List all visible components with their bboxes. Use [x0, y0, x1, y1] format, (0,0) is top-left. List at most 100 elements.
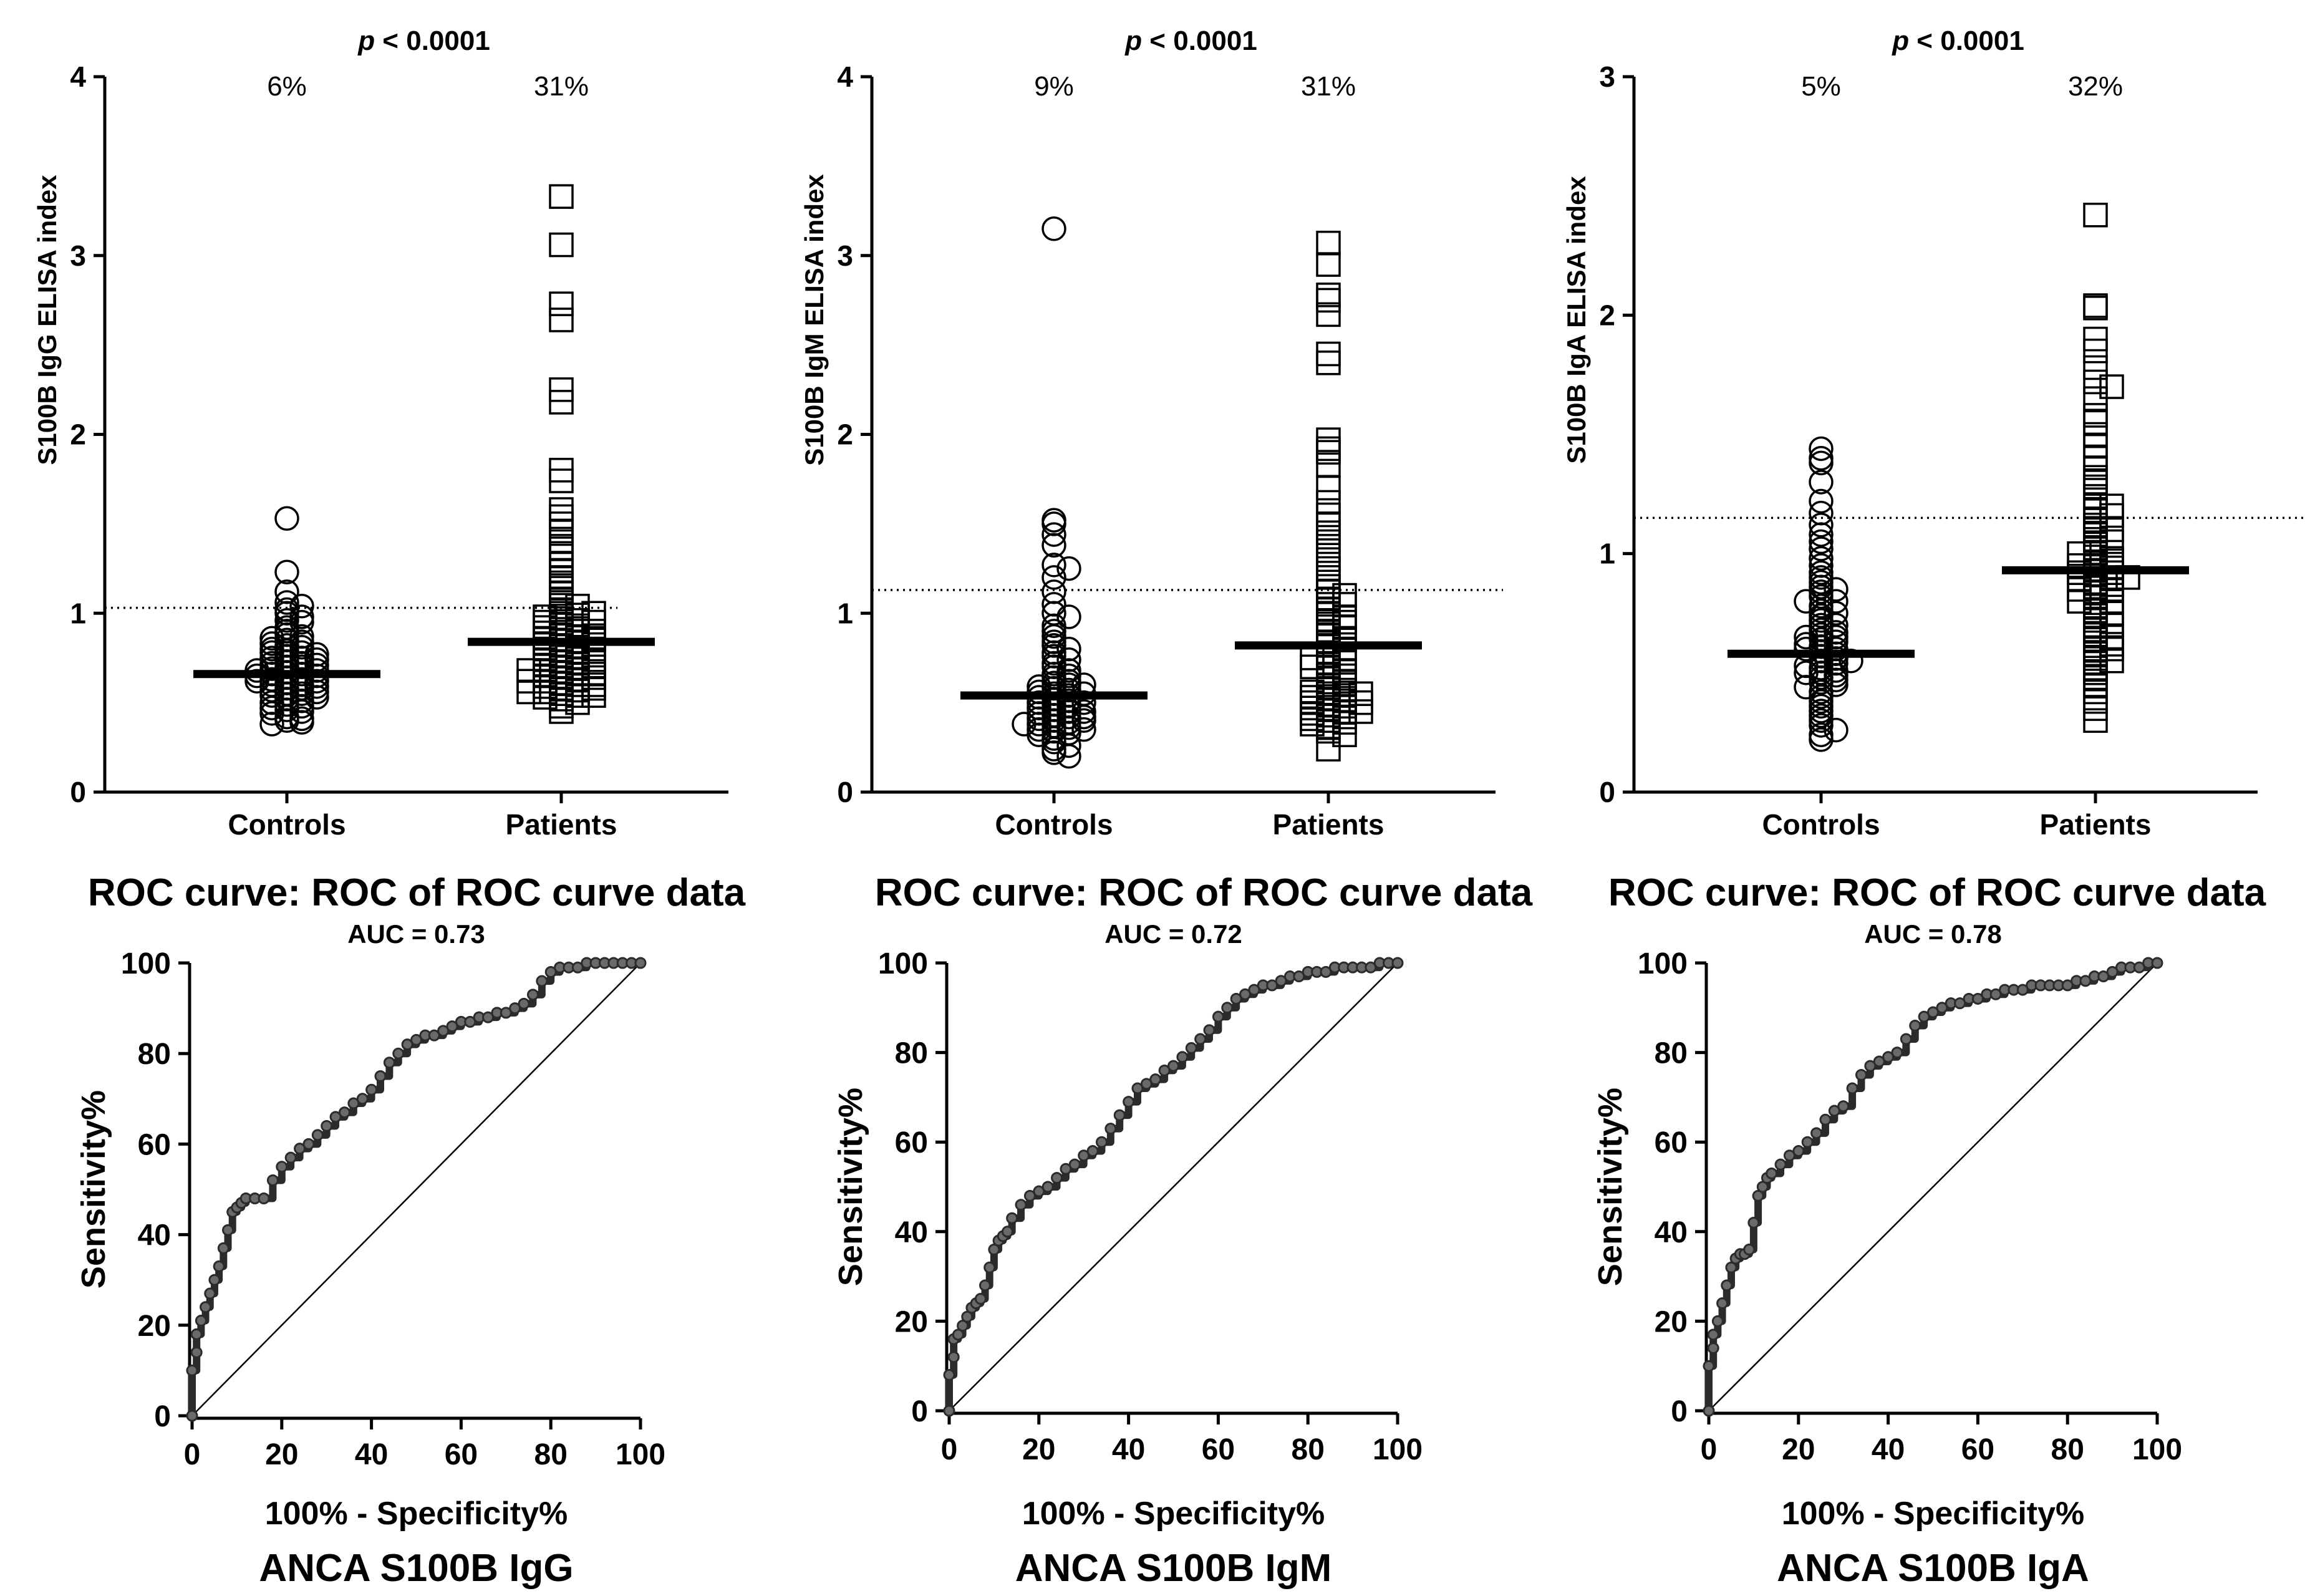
roc-point — [1113, 1109, 1126, 1121]
control-point — [1809, 470, 1834, 495]
roc-point — [1743, 1244, 1756, 1256]
roc-point — [634, 957, 647, 969]
roc-point — [1104, 1123, 1117, 1135]
roc-point — [2061, 979, 2074, 992]
roc-point — [1711, 1315, 1724, 1327]
x-tick-label: 0 — [941, 1433, 958, 1466]
x-tick-label: 80 — [534, 1438, 568, 1471]
roc-point — [500, 1007, 512, 1019]
patient-point — [1316, 475, 1341, 501]
roc-point — [1041, 1181, 1054, 1193]
control-point — [1809, 436, 1834, 462]
chart-caption: ANCA S100B IgA — [1777, 1547, 2089, 1590]
roc-point — [1212, 1010, 1224, 1023]
control-point — [304, 679, 329, 705]
patient-point — [549, 504, 574, 530]
roc-point — [446, 1020, 458, 1033]
roc-point — [1078, 1149, 1090, 1162]
patient-point — [1316, 252, 1341, 277]
patient-point — [1316, 440, 1341, 465]
roc-point — [2133, 961, 2145, 974]
control-point — [1041, 579, 1066, 604]
p-value-label: p < 0.0001 — [1124, 26, 1257, 56]
roc-point — [1001, 1226, 1013, 1238]
x-tick-label: 100 — [616, 1438, 665, 1471]
control-point — [1824, 672, 1848, 697]
reference-diagonal — [949, 962, 1398, 1411]
control-point — [274, 506, 299, 531]
control-point — [1824, 601, 1848, 626]
roc-point — [437, 1025, 450, 1037]
y-tick-label: 1 — [1599, 538, 1615, 570]
control-point — [1839, 648, 1863, 674]
x-tick-label: 20 — [1022, 1433, 1055, 1466]
control-point — [259, 631, 284, 656]
control-point — [1794, 636, 1819, 662]
roc-point — [1918, 1010, 1930, 1023]
control-point — [289, 634, 314, 660]
roc-point — [1095, 1136, 1108, 1148]
control-point — [1071, 717, 1096, 742]
patient-point — [1316, 230, 1341, 256]
roc-point — [284, 1151, 297, 1164]
roc-point — [1703, 1360, 1715, 1372]
control-point — [1809, 727, 1834, 752]
x-tick-label: 0 — [1701, 1433, 1718, 1466]
roc-point — [1900, 1033, 1912, 1045]
roc-point — [2079, 975, 2092, 987]
patient-point — [549, 291, 574, 316]
y-tick-label: 0 — [70, 776, 86, 808]
y-axis-label: S100B IgG ELISA index — [32, 175, 62, 465]
p-value-italic: p — [1124, 26, 1142, 56]
roc-point — [1203, 1024, 1215, 1037]
x-tick-label: 40 — [355, 1438, 388, 1471]
y-tick-label: 100 — [1638, 947, 1688, 980]
control-point — [1041, 565, 1066, 590]
control-point — [289, 710, 314, 735]
roc-title: ROC curve: ROC of ROC curve data — [1608, 871, 2266, 914]
roc-point — [276, 1161, 288, 1173]
control-point — [1041, 533, 1066, 558]
roc-point — [2097, 970, 2110, 983]
roc-point — [365, 1083, 378, 1096]
p-value-rest: < 0.0001 — [375, 26, 490, 56]
patient-point — [2083, 708, 2108, 733]
patient-point — [516, 679, 541, 705]
control-point — [1056, 556, 1081, 581]
control-point — [1041, 624, 1066, 649]
chart-caption: ANCA S100B IgG — [259, 1547, 573, 1590]
roc-point — [190, 1328, 203, 1340]
reference-diagonal — [191, 962, 641, 1416]
roc-point — [1131, 1082, 1144, 1095]
x-tick-label: 80 — [1292, 1433, 1325, 1466]
control-point — [1041, 613, 1066, 639]
roc-point — [482, 1011, 495, 1023]
control-point — [304, 669, 329, 694]
y-tick-label: 80 — [138, 1038, 171, 1071]
roc-point — [1248, 984, 1260, 996]
patient-point — [1316, 574, 1341, 599]
patient-point — [2083, 203, 2108, 228]
roc-point — [1167, 1060, 1179, 1072]
roc-point — [1086, 1145, 1099, 1158]
roc-point — [1707, 1328, 1719, 1341]
roc-point — [957, 1320, 969, 1332]
roc-point — [1855, 1069, 1867, 1081]
x-category-label: Patients — [1273, 808, 1385, 841]
patient-point — [549, 543, 574, 569]
patient-point — [1316, 341, 1341, 367]
patient-point — [2067, 589, 2092, 614]
roc-point — [338, 1106, 350, 1119]
roc-point — [1891, 1047, 1903, 1059]
x-tick-label: 60 — [1961, 1433, 1994, 1466]
x-category-label: Controls — [1762, 808, 1880, 841]
patient-point — [2099, 493, 2124, 518]
patient-point — [1332, 609, 1357, 635]
roc-point — [1703, 1405, 1715, 1417]
roc-point — [526, 989, 539, 1001]
patient-point — [549, 377, 574, 402]
x-tick-label: 40 — [1872, 1433, 1905, 1466]
patient-point — [1316, 288, 1341, 313]
x-tick-label: 60 — [445, 1438, 478, 1471]
patient-point — [2083, 296, 2108, 321]
